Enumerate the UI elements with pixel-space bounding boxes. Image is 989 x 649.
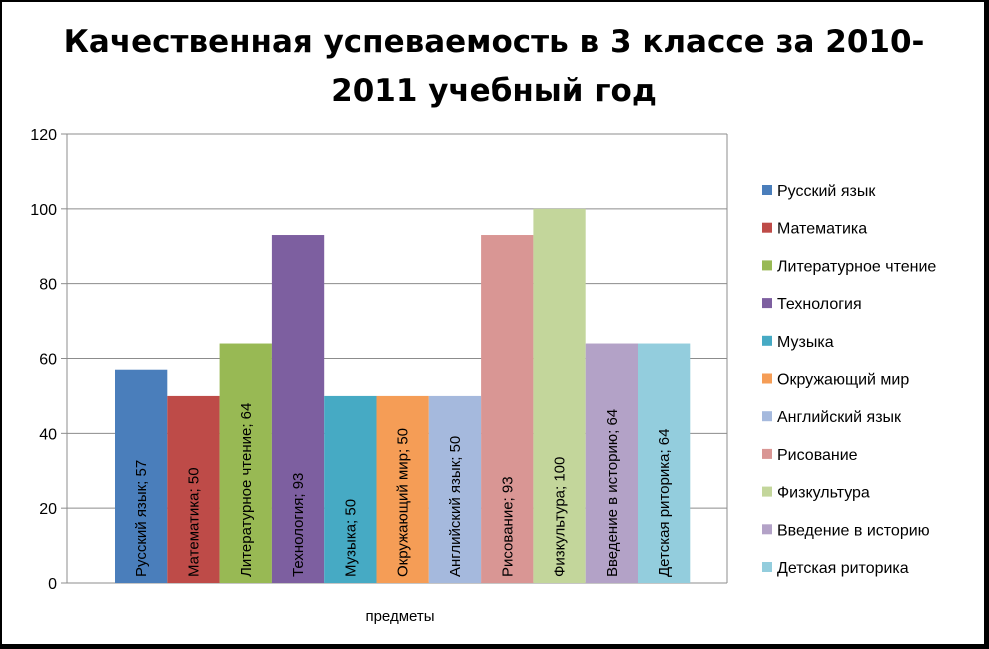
legend-swatch bbox=[762, 260, 772, 271]
legend-item-label: Русский язык bbox=[777, 183, 876, 200]
data-label: Физкультура; 100 bbox=[552, 457, 569, 577]
chart-title-line-2: 2011 учебный год bbox=[331, 73, 657, 109]
y-tick-label: 100 bbox=[30, 202, 57, 219]
legend-swatch bbox=[762, 373, 772, 384]
legend-swatch bbox=[762, 185, 772, 195]
data-label: Английский язык; 50 bbox=[447, 436, 464, 577]
bar-2 bbox=[167, 395, 220, 583]
bar-3 bbox=[219, 343, 272, 583]
chart-title-line-1: Качественная успеваемость в 3 классе за … bbox=[64, 24, 925, 60]
legend-item-label: Физкультура bbox=[777, 485, 870, 502]
bar-4 bbox=[271, 235, 325, 583]
legend: Русский язык Математика Литературное чтени… bbox=[762, 183, 936, 577]
legend-swatch bbox=[762, 524, 772, 535]
legend-item-label: Литературное чтение bbox=[777, 258, 936, 275]
legend-swatch bbox=[762, 335, 772, 346]
data-label: Технология; 93 bbox=[290, 473, 307, 577]
data-label: Литературное чтение; 64 bbox=[238, 403, 255, 577]
bar-1 bbox=[115, 369, 168, 583]
legend-swatch bbox=[762, 486, 772, 497]
data-label: Музыка; 50 bbox=[342, 499, 359, 577]
data-label: Рисование; 93 bbox=[499, 476, 516, 577]
y-tick-label: 40 bbox=[39, 426, 57, 443]
legend-item-label: Английский язык bbox=[777, 409, 902, 426]
legend-swatch bbox=[762, 411, 772, 422]
legend-item-label: Музыка bbox=[777, 334, 834, 351]
data-label: Окружающий мир; 50 bbox=[395, 428, 412, 577]
legend-swatch bbox=[762, 448, 772, 459]
y-tick-label: 120 bbox=[30, 127, 57, 144]
y-tick-label: 20 bbox=[39, 501, 57, 518]
y-tick-label: 60 bbox=[39, 352, 57, 369]
legend-item-label: Математика bbox=[777, 221, 867, 238]
y-tick-label: 80 bbox=[39, 277, 57, 294]
bars bbox=[115, 208, 691, 584]
legend-swatch bbox=[762, 562, 772, 572]
bar-11 bbox=[638, 343, 691, 583]
bar-5 bbox=[324, 395, 377, 583]
legend-swatch bbox=[762, 222, 772, 233]
bar-6 bbox=[376, 395, 429, 583]
y-tick-label: 0 bbox=[48, 576, 57, 593]
data-label: Детская риторика; 64 bbox=[656, 429, 673, 577]
x-axis-label: предметы bbox=[365, 608, 434, 625]
data-label: Русский язык; 57 bbox=[133, 460, 150, 577]
legend-item-label: Окружающий мир bbox=[777, 372, 909, 389]
bar-9 bbox=[533, 208, 586, 584]
bar-10 bbox=[585, 343, 638, 583]
legend-item-label: Детская риторика bbox=[777, 560, 909, 577]
legend-item-label: Технология bbox=[777, 296, 862, 313]
data-labels: Русский язык; 57 Математика; 50 Литературн… bbox=[133, 403, 673, 577]
legend-swatch bbox=[762, 298, 772, 309]
bar-7 bbox=[428, 395, 482, 583]
bar-8 bbox=[481, 235, 534, 583]
data-label: Математика; 50 bbox=[185, 467, 202, 577]
data-label: Введение в историю; 64 bbox=[604, 409, 621, 577]
legend-item-label: Введение в историю bbox=[777, 522, 930, 539]
legend-item-label: Рисование bbox=[777, 447, 858, 464]
